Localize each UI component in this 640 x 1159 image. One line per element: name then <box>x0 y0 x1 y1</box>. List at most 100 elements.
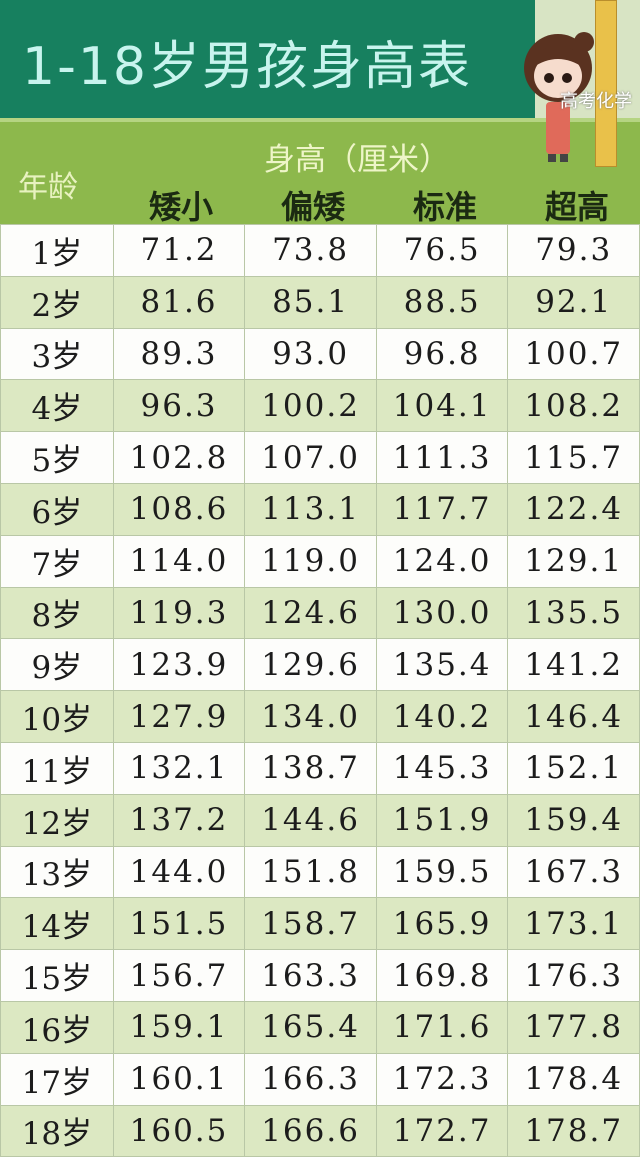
height-cell: 129.1 <box>507 534 640 588</box>
height-cell: 178.7 <box>507 1104 640 1158</box>
table-row: 17岁 160.1 166.3 172.3 178.4 <box>0 1052 640 1106</box>
height-cell: 151.5 <box>112 897 246 951</box>
height-cell: 92.1 <box>507 275 640 329</box>
height-cell: 177.8 <box>507 1000 640 1054</box>
height-cell: 132.1 <box>112 741 246 795</box>
height-cell: 111.3 <box>375 431 509 484</box>
height-cell: 166.6 <box>244 1104 377 1158</box>
height-cell: 159.5 <box>375 845 509 899</box>
height-cell: 160.1 <box>112 1052 246 1106</box>
height-cell: 127.9 <box>112 690 246 743</box>
age-cell: 7岁 <box>0 534 114 588</box>
table-row: 9岁 123.9 129.6 135.4 141.2 <box>0 638 640 692</box>
watermark: 高考化学 <box>560 91 632 112</box>
height-table: 1岁 71.2 73.8 76.5 79.3 2岁 81.6 85.1 88.5 92.1 3岁 89… <box>0 224 640 1158</box>
height-cell: 119.0 <box>244 534 377 588</box>
height-cell: 124.6 <box>244 586 377 640</box>
girl-illustration <box>524 32 594 162</box>
height-cell: 108.2 <box>507 379 640 433</box>
column-header: 标准 <box>412 188 477 226</box>
column-header: 偏矮 <box>280 188 345 226</box>
age-cell: 16岁 <box>0 1000 114 1054</box>
height-cell: 165.4 <box>244 1000 377 1054</box>
height-cell: 151.9 <box>375 793 509 847</box>
height-cell: 113.1 <box>244 482 377 536</box>
height-cell: 146.4 <box>507 690 640 743</box>
height-cell: 140.2 <box>375 690 509 743</box>
height-cell: 163.3 <box>244 949 377 1002</box>
age-header: 年龄 <box>18 170 78 205</box>
height-cell: 104.1 <box>375 379 509 433</box>
height-cell: 96.8 <box>375 327 509 381</box>
page-title: 1-18岁男孩身高表 <box>22 37 473 97</box>
height-cell: 115.7 <box>507 431 640 484</box>
table-row: 8岁 119.3 124.6 130.0 135.5 <box>0 586 640 640</box>
height-cell: 130.0 <box>375 586 509 640</box>
age-cell: 9岁 <box>0 638 114 692</box>
height-cell: 71.2 <box>112 224 246 277</box>
height-cell: 138.7 <box>244 741 377 795</box>
table-row: 15岁 156.7 163.3 169.8 176.3 <box>0 949 640 1002</box>
height-cell: 93.0 <box>244 327 377 381</box>
table-row: 14岁 151.5 158.7 165.9 173.1 <box>0 897 640 951</box>
height-cell: 167.3 <box>507 845 640 899</box>
height-cell: 144.0 <box>112 845 246 899</box>
age-cell: 10岁 <box>0 690 114 743</box>
age-cell: 13岁 <box>0 845 114 899</box>
height-cell: 73.8 <box>244 224 377 277</box>
age-cell: 8岁 <box>0 586 114 640</box>
height-cell: 81.6 <box>112 275 246 329</box>
age-cell: 3岁 <box>0 327 114 381</box>
height-cell: 119.3 <box>112 586 246 640</box>
height-cell: 114.0 <box>112 534 246 588</box>
height-cell: 165.9 <box>375 897 509 951</box>
height-cell: 107.0 <box>244 431 377 484</box>
age-cell: 6岁 <box>0 482 114 536</box>
height-cell: 171.6 <box>375 1000 509 1054</box>
height-cell: 85.1 <box>244 275 377 329</box>
age-cell: 1岁 <box>0 224 114 277</box>
age-cell: 5岁 <box>0 431 114 484</box>
column-header: 超高 <box>544 188 609 226</box>
table-row: 13岁 144.0 151.8 159.5 167.3 <box>0 845 640 899</box>
table-row: 16岁 159.1 165.4 171.6 177.8 <box>0 1000 640 1054</box>
height-cell: 135.5 <box>507 586 640 640</box>
table-row: 18岁 160.5 166.6 172.7 178.7 <box>0 1104 640 1158</box>
height-cell: 141.2 <box>507 638 640 692</box>
height-cell: 89.3 <box>112 327 246 381</box>
table-row: 2岁 81.6 85.1 88.5 92.1 <box>0 275 640 329</box>
age-cell: 15岁 <box>0 949 114 1002</box>
height-cell: 122.4 <box>507 482 640 536</box>
table-row: 12岁 137.2 144.6 151.9 159.4 <box>0 793 640 847</box>
column-header: 矮小 <box>148 188 213 226</box>
height-cell: 129.6 <box>244 638 377 692</box>
height-cell: 178.4 <box>507 1052 640 1106</box>
height-cell: 144.6 <box>244 793 377 847</box>
height-cell: 151.8 <box>244 845 377 899</box>
table-row: 3岁 89.3 93.0 96.8 100.7 <box>0 327 640 381</box>
height-cell: 96.3 <box>112 379 246 433</box>
age-cell: 11岁 <box>0 741 114 795</box>
height-cell: 124.0 <box>375 534 509 588</box>
table-row: 6岁 108.6 113.1 117.7 122.4 <box>0 482 640 536</box>
age-cell: 18岁 <box>0 1104 114 1158</box>
height-cell: 152.1 <box>507 741 640 795</box>
age-cell: 2岁 <box>0 275 114 329</box>
height-cell: 173.1 <box>507 897 640 951</box>
height-cell: 76.5 <box>375 224 509 277</box>
height-cell: 79.3 <box>507 224 640 277</box>
height-cell: 123.9 <box>112 638 246 692</box>
ruler-illustration <box>595 0 617 167</box>
height-cell: 108.6 <box>112 482 246 536</box>
height-cell: 88.5 <box>375 275 509 329</box>
height-cell: 172.7 <box>375 1104 509 1158</box>
height-cell: 156.7 <box>112 949 246 1002</box>
age-cell: 4岁 <box>0 379 114 433</box>
height-cell: 134.0 <box>244 690 377 743</box>
height-cell: 102.8 <box>112 431 246 484</box>
table-row: 10岁 127.9 134.0 140.2 146.4 <box>0 690 640 743</box>
height-cell: 169.8 <box>375 949 509 1002</box>
table-row: 4岁 96.3 100.2 104.1 108.2 <box>0 379 640 433</box>
table-row: 11岁 132.1 138.7 145.3 152.1 <box>0 741 640 795</box>
age-cell: 17岁 <box>0 1052 114 1106</box>
